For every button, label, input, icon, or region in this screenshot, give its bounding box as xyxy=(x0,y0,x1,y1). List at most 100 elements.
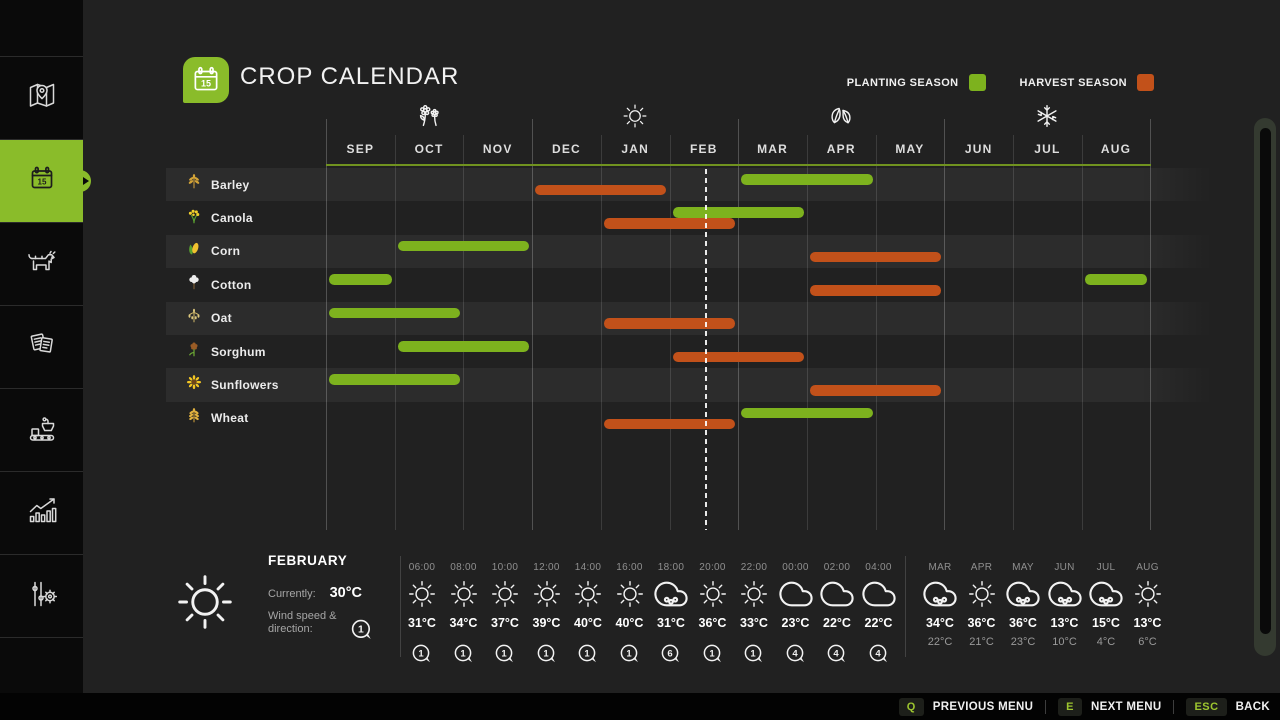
svg-text:1: 1 xyxy=(358,625,364,636)
monthly-low-temp: 23°C xyxy=(1010,636,1036,648)
harvest-legend-swatch xyxy=(1137,74,1154,91)
forecast-month: JUL xyxy=(1096,562,1116,573)
month-header-may: MAY xyxy=(895,142,925,156)
crop-row-label-wheat: Wheat xyxy=(185,402,325,435)
hourly-time: 22:00 xyxy=(740,562,768,573)
grid-line xyxy=(738,119,740,530)
monthly-high-temp: 34°C xyxy=(926,616,954,630)
row-stripe xyxy=(166,301,1212,335)
sun-weather-icon xyxy=(401,577,443,611)
barley-harvest-bar xyxy=(535,184,667,196)
key-badge-q: Q xyxy=(898,697,924,716)
hourly-time: 06:00 xyxy=(408,562,436,573)
hourly-temperature: 22°C xyxy=(823,616,851,630)
sidebar-item-settings[interactable] xyxy=(0,555,83,637)
crop-row-label-sunflowers: Sunflowers xyxy=(185,368,325,401)
current-wind-pin-icon: 1 xyxy=(350,618,374,647)
sidebar-item-production[interactable] xyxy=(0,389,83,471)
scrollbar-track[interactable] xyxy=(1254,118,1276,656)
weather-divider xyxy=(400,556,401,657)
month-header-jul: JUL xyxy=(1034,142,1061,156)
svg-text:1: 1 xyxy=(709,648,715,659)
sidebar-item-animals[interactable] xyxy=(0,223,83,305)
sidebar-item-statistics[interactable] xyxy=(0,472,83,554)
sun-weather-icon xyxy=(609,577,651,611)
svg-text:1: 1 xyxy=(543,648,549,659)
crop-name: Canola xyxy=(211,211,253,226)
rain-weather-icon xyxy=(650,577,692,611)
forecast-month: AUG xyxy=(1136,562,1159,573)
hourly-temperature: 31°C xyxy=(408,616,436,630)
sun-weather-icon xyxy=(961,577,1003,611)
wind-pin-icon: 1 xyxy=(443,643,485,665)
monthly-high-temp: 13°C xyxy=(1133,616,1162,630)
shortcut-label: BACK xyxy=(1235,700,1270,713)
planting-legend-label: PLANTING SEASON xyxy=(846,76,959,89)
flowers-season-icon xyxy=(414,101,444,131)
sidebar-item-calendar[interactable]: 15 xyxy=(0,140,91,222)
hourly-time: 00:00 xyxy=(782,562,809,573)
shortcut-back[interactable]: ESC BACK xyxy=(1186,697,1270,716)
scrollbar-thumb[interactable] xyxy=(1259,128,1271,634)
row-stripe xyxy=(166,234,1212,269)
svg-text:6: 6 xyxy=(667,648,672,659)
grid-line xyxy=(394,135,396,530)
key-badge-e: E xyxy=(1058,697,1083,716)
wheat-crop-icon xyxy=(185,407,203,430)
key-badge-esc: ESC xyxy=(1186,697,1227,716)
forecast-month: APR xyxy=(970,562,993,573)
svg-text:1: 1 xyxy=(584,648,590,659)
hourly-temperature: 36°C xyxy=(698,616,727,630)
hourly-temperature: 22°C xyxy=(864,616,893,630)
svg-text:15: 15 xyxy=(201,78,211,88)
canola-crop-icon xyxy=(185,207,203,230)
sidebar-separator xyxy=(0,388,83,389)
crop-name: Corn xyxy=(211,244,241,259)
barley-crop-icon xyxy=(185,173,203,196)
sidebar-item-prices[interactable] xyxy=(0,306,83,388)
sidebar-item-map[interactable] xyxy=(0,57,83,139)
month-header-jun: JUN xyxy=(964,142,993,156)
grid-line xyxy=(600,135,602,530)
sorghum-planting-bar xyxy=(397,341,530,352)
map-icon xyxy=(23,77,61,120)
crop-row-label-canola: Canola xyxy=(185,201,325,234)
corn-planting-bar xyxy=(397,240,530,252)
crop-name: Oat xyxy=(211,311,232,326)
planting-legend-swatch xyxy=(968,74,986,91)
hourly-temperature: 39°C xyxy=(532,616,561,630)
sunflower-crop-icon xyxy=(185,374,203,397)
grid-line xyxy=(806,135,808,530)
season-legend: PLANTING SEASON HARVEST SEASON xyxy=(847,74,1154,91)
cotton-planting-bar xyxy=(1084,274,1148,285)
monthly-high-temp: 36°C xyxy=(1009,616,1037,630)
shortcut-previous-menu[interactable]: Q PREVIOUS MENU xyxy=(898,697,1033,716)
prices-icon xyxy=(23,326,61,369)
crop-row-label-sorghum: Sorghum xyxy=(185,335,325,368)
shortcut-next-menu[interactable]: E NEXT MENU xyxy=(1058,697,1161,716)
crop-name: Cotton xyxy=(211,277,252,292)
rain-weather-icon xyxy=(1044,577,1086,611)
month-header-mar: MAR xyxy=(757,142,788,156)
crop-row-label-cotton: Cotton xyxy=(185,268,325,301)
wind-pin-icon: 4 xyxy=(816,643,858,665)
wind-label: Wind speed & direction: xyxy=(268,610,337,636)
svg-text:4: 4 xyxy=(875,648,881,659)
forecast-month: JUN xyxy=(1054,562,1075,573)
canola-harvest-bar xyxy=(603,218,736,229)
sidebar-separator xyxy=(0,554,83,555)
hourly-time: 08:00 xyxy=(450,562,477,573)
svg-text:1: 1 xyxy=(626,648,632,659)
crop-name: Barley xyxy=(211,177,250,192)
current-temperature: 30°C xyxy=(329,585,362,601)
forecast-month: MAR xyxy=(928,562,952,573)
cotton-crop-icon xyxy=(185,273,203,296)
monthly-high-temp: 13°C xyxy=(1050,616,1079,630)
wheat-planting-bar xyxy=(741,407,873,419)
barley-planting-bar xyxy=(741,174,873,185)
hourly-time: 04:00 xyxy=(865,562,892,573)
chart-underline xyxy=(326,164,1151,166)
sorghum-crop-icon xyxy=(185,340,203,363)
hourly-temperature: 31°C xyxy=(657,616,685,630)
